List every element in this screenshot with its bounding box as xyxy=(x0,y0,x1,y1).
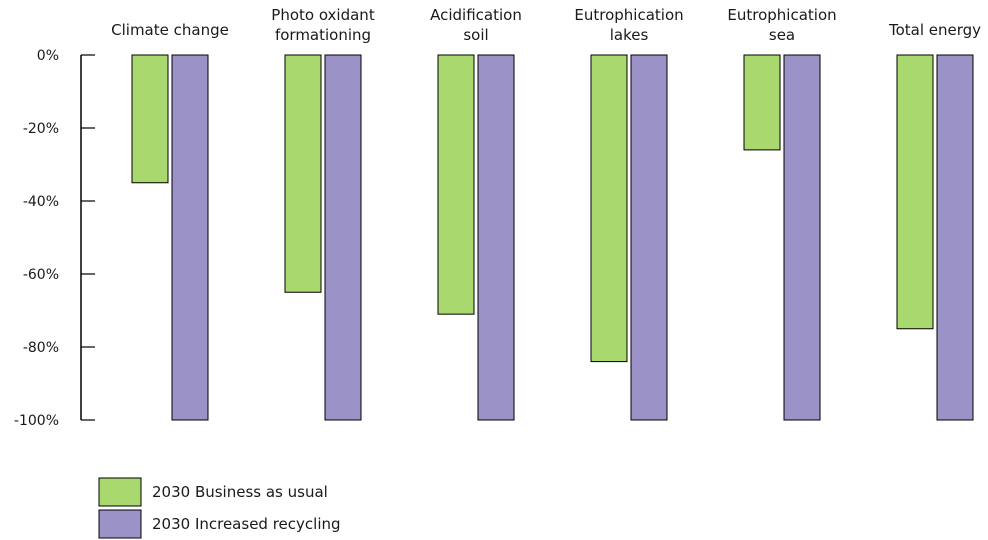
category-label-line: Eutrophication xyxy=(727,6,836,24)
y-tick-label: 0% xyxy=(37,48,59,64)
category-label-line: Total energy xyxy=(888,21,981,39)
bar-business-as-usual xyxy=(743,54,781,151)
y-tick-label: -20% xyxy=(23,121,59,137)
legend-label: 2030 Increased recycling xyxy=(152,515,341,533)
legend-label: 2030 Business as usual xyxy=(152,483,328,501)
category-label-line: Eutrophication xyxy=(574,6,683,24)
bar-increased-recycling xyxy=(324,54,362,421)
legend: 2030 Business as usual 2030 Increased rec… xyxy=(98,477,341,539)
legend-swatch-business-as-usual xyxy=(98,477,142,507)
category-label: Total energy xyxy=(888,21,981,39)
category-labels: Climate change Photo oxidant formationing A… xyxy=(111,6,981,44)
bar-business-as-usual xyxy=(896,54,934,330)
bar-increased-recycling xyxy=(630,54,668,421)
category-label: Eutrophication sea xyxy=(727,6,836,44)
bar-increased-recycling xyxy=(477,54,515,421)
category-label-line: sea xyxy=(769,26,795,44)
bar-business-as-usual xyxy=(590,54,628,363)
bar-business-as-usual xyxy=(131,54,169,184)
category-label-line: Climate change xyxy=(111,21,229,39)
category-label: Acidification soil xyxy=(430,6,522,44)
y-axis: 0% -20% -40% -60% -80% -100% xyxy=(14,48,95,429)
y-tick-label: -100% xyxy=(14,413,59,429)
legend-swatch-increased-recycling xyxy=(98,509,142,539)
category-label: Climate change xyxy=(111,21,229,39)
category-label-line: Photo oxidant xyxy=(271,6,375,24)
category-label-line: soil xyxy=(463,26,488,44)
category-label-line: formationing xyxy=(275,26,371,44)
bar-increased-recycling xyxy=(936,54,974,421)
category-label: Photo oxidant formationing xyxy=(271,6,375,44)
bar-increased-recycling xyxy=(783,54,821,421)
category-label: Eutrophication lakes xyxy=(574,6,683,44)
bar-business-as-usual xyxy=(284,54,322,293)
bar-increased-recycling xyxy=(171,54,209,421)
bar-business-as-usual xyxy=(437,54,475,315)
y-tick-label: -80% xyxy=(23,340,59,356)
bars-group xyxy=(131,54,974,421)
y-tick-label: -60% xyxy=(23,267,59,283)
category-label-line: lakes xyxy=(610,26,649,44)
category-label-line: Acidification xyxy=(430,6,522,24)
y-tick-label: -40% xyxy=(23,194,59,210)
